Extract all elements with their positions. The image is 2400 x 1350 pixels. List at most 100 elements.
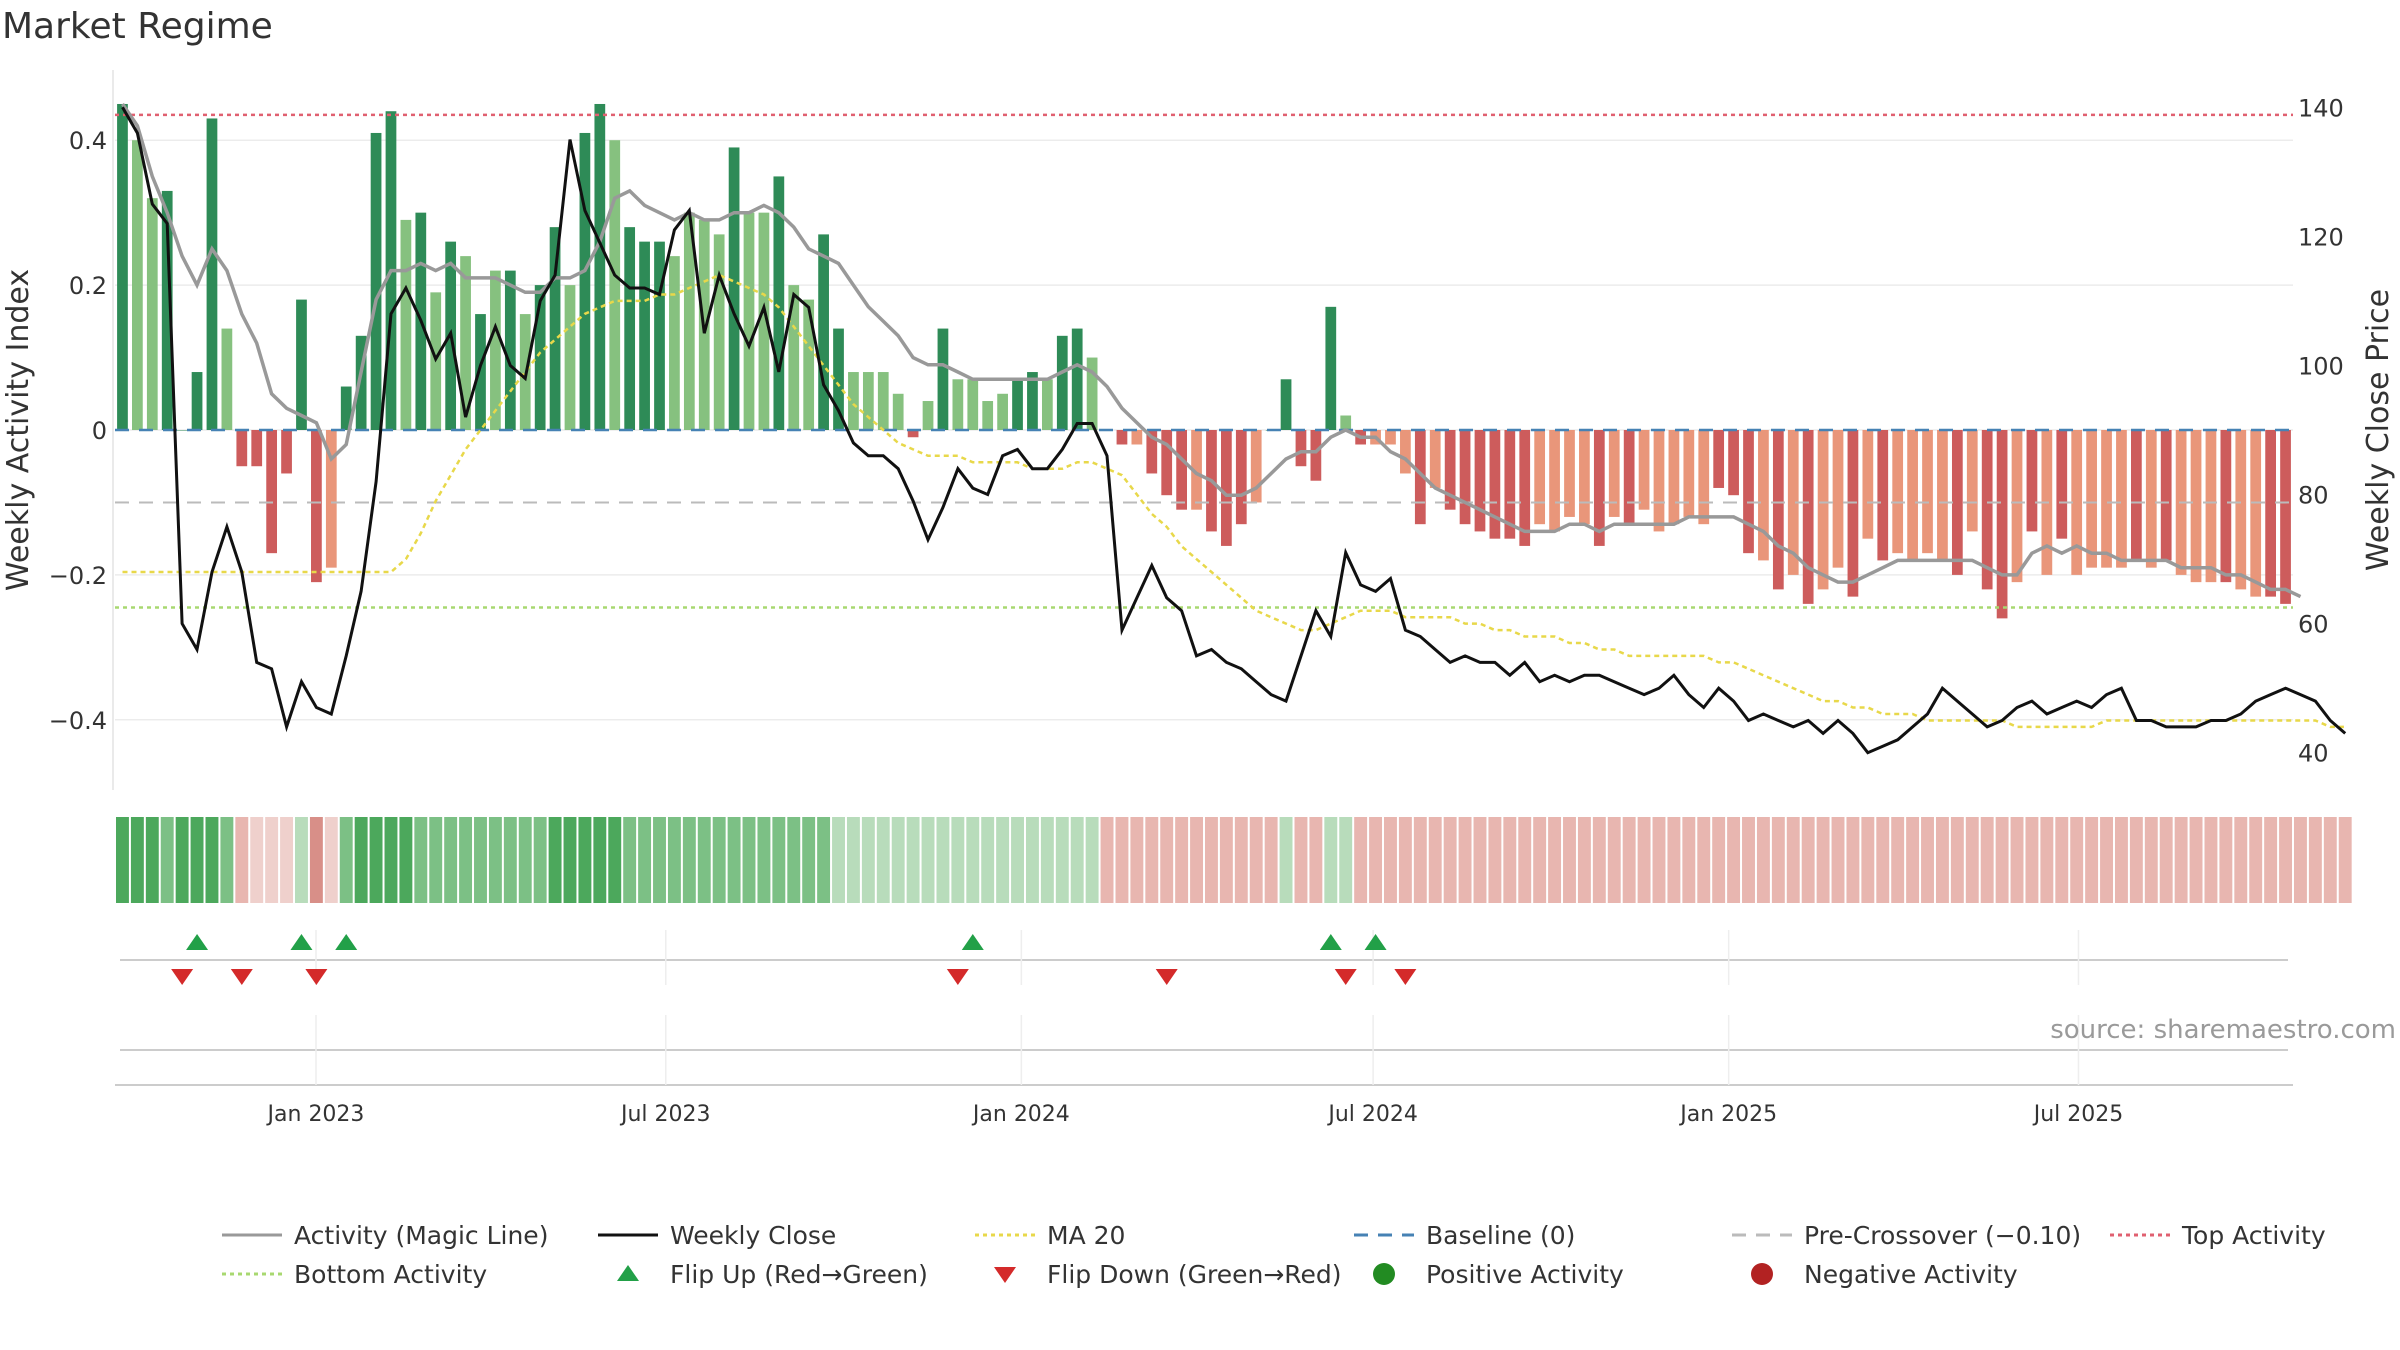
regime-cell	[2055, 817, 2069, 903]
legend-swatch	[994, 1267, 1016, 1283]
regime-cell	[1727, 817, 1741, 903]
activity-bar	[475, 314, 486, 430]
activity-bar	[862, 372, 874, 430]
activity-bar	[2071, 430, 2083, 575]
regime-strip	[116, 817, 2352, 903]
legend-swatch	[617, 1265, 639, 1281]
activity-bar	[1996, 430, 2008, 619]
regime-cell	[265, 817, 279, 903]
regime-cell	[354, 817, 368, 903]
legend-label: Weekly Close	[670, 1221, 836, 1250]
regime-cell	[1264, 817, 1278, 903]
activity-bar	[2265, 430, 2276, 597]
activity-bar	[1235, 430, 1247, 525]
activity-bar	[400, 219, 412, 430]
activity-bar	[1414, 430, 1426, 525]
regime-cell	[1011, 817, 1024, 903]
activity-bar	[1280, 379, 1292, 430]
regime-cell	[1712, 817, 1726, 903]
legend-label: Positive Activity	[1426, 1260, 1624, 1289]
regime-cell	[861, 817, 875, 903]
y-tick-label: −0.4	[49, 707, 107, 735]
regime-cell	[802, 817, 816, 903]
flip-up-marker	[1364, 934, 1387, 950]
regime-cell	[817, 817, 831, 903]
regime-cell	[295, 817, 308, 903]
regime-cell	[921, 817, 935, 903]
regime-cell	[1279, 817, 1293, 903]
activity-bar	[2116, 430, 2127, 568]
regime-cell	[1234, 817, 1248, 903]
regime-cell	[2100, 817, 2113, 903]
y2-tick-label: 140	[2298, 94, 2344, 122]
activity-bar	[370, 132, 382, 431]
activity-bar	[504, 270, 516, 430]
regime-cell	[1965, 817, 1979, 903]
regime-cell	[906, 817, 920, 903]
activity-bar	[355, 335, 367, 430]
regime-cell	[474, 817, 487, 903]
regime-cell	[638, 817, 652, 903]
activity-bar	[564, 285, 576, 430]
regime-cell	[1055, 817, 1069, 903]
regime-cell	[742, 817, 756, 903]
regime-cell	[981, 817, 995, 903]
activity-bar	[1593, 430, 1605, 546]
regime-cell	[1085, 817, 1099, 903]
legend-swatch	[1751, 1263, 1773, 1285]
regime-cell	[2204, 817, 2218, 903]
magic-line	[121, 103, 2302, 599]
x-tick-label: Jan 2025	[1678, 1102, 1777, 1127]
y2-tick-label: 100	[2298, 352, 2344, 380]
regime-cell	[1846, 817, 1860, 903]
activity-bar	[534, 285, 546, 430]
regime-cell	[1816, 817, 1830, 903]
activity-bar	[624, 227, 636, 430]
regime-cell	[1249, 817, 1263, 903]
regime-cell	[205, 817, 219, 903]
activity-bar	[1161, 430, 1173, 496]
regime-cell	[1294, 817, 1308, 903]
activity-bar	[967, 379, 979, 430]
regime-cell	[220, 817, 234, 903]
regime-cell	[593, 817, 607, 903]
activity-bar	[1951, 430, 1963, 575]
activity-bar	[669, 256, 680, 430]
regime-cell	[2219, 817, 2233, 903]
regime-cell	[1115, 817, 1129, 903]
activity-bar	[1191, 430, 1202, 510]
regime-cell	[1025, 817, 1039, 903]
regime-cell	[1503, 817, 1517, 903]
regime-cell	[459, 817, 473, 903]
regime-cell	[399, 817, 413, 903]
legend-label: Flip Down (Green→Red)	[1047, 1260, 1342, 1289]
activity-bar	[1474, 430, 1486, 532]
activity-bar	[117, 103, 128, 431]
activity-bar	[997, 393, 1008, 430]
regime-cell	[1563, 817, 1576, 903]
regime-cell	[1473, 817, 1487, 903]
regime-cell	[1980, 817, 1994, 903]
regime-cell	[653, 817, 666, 903]
activity-bar	[683, 212, 695, 430]
regime-cell	[1771, 817, 1785, 903]
flip-up-marker	[186, 934, 209, 950]
activity-bar	[1056, 335, 1068, 430]
chart-title: Market Regime	[2, 6, 273, 47]
activity-bar	[1549, 430, 1560, 532]
activity-bar	[1027, 372, 1038, 430]
activity-bar	[1071, 328, 1083, 430]
regime-cell	[324, 817, 338, 903]
regime-cell	[936, 817, 950, 903]
legend-swatch	[1373, 1263, 1395, 1285]
regime-cell	[846, 817, 860, 903]
activity-bar	[176, 430, 188, 431]
regime-cell	[1950, 817, 1964, 903]
regime-cell	[1861, 817, 1875, 903]
activity-bar	[982, 401, 994, 430]
regime-cell	[2294, 817, 2307, 903]
regime-cell	[2174, 817, 2188, 903]
activity-bar	[1429, 430, 1441, 488]
legend-item: Negative Activity	[1751, 1260, 2018, 1289]
activity-bar	[2280, 430, 2291, 604]
